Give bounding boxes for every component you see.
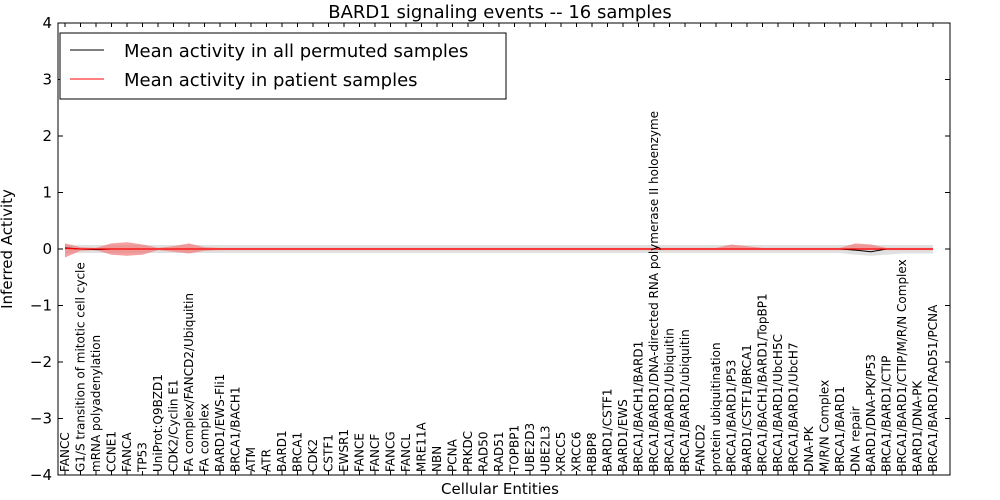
x-tick-label: CSTF1 xyxy=(322,434,336,472)
x-tick-label: RAD51 xyxy=(492,431,506,472)
x-tick-label: BRCA1/BARD1/UbcH7 xyxy=(787,342,801,472)
x-tick-label: FA complex/FANCD2/Ubiquitin xyxy=(182,293,196,472)
x-tick-label: PCNA xyxy=(446,438,460,472)
legend-label-patient: Mean activity in patient samples xyxy=(124,70,418,91)
x-axis-title: Cellular Entities xyxy=(441,480,559,498)
x-tick-label: BRCA1/BARD1/CTIP xyxy=(880,356,894,472)
x-tick-label: PRKDC xyxy=(461,431,475,472)
x-tick-label: G1/S transition of mitotic cell cycle xyxy=(74,262,88,472)
x-tick-label: TOPBP1 xyxy=(508,425,522,473)
y-tick-label: −4 xyxy=(30,466,52,484)
band-patient xyxy=(65,242,933,258)
x-tick-label: BRCA1/BARD1/CTIP/M/R/N Complex xyxy=(895,259,909,472)
x-tick-label: ATR xyxy=(260,449,274,472)
x-tick-label: M/R/N Complex xyxy=(818,380,832,472)
legend-box xyxy=(59,32,507,100)
x-tick-label: mRNA polyadenylation xyxy=(89,335,103,472)
x-tick-label: UBE2D3 xyxy=(523,423,537,472)
x-tick-label: RBBP8 xyxy=(585,432,599,472)
x-tick-label: FANCG xyxy=(384,431,398,472)
x-tick-label: BRCA1/BARD1 xyxy=(833,386,847,472)
x-tick-label: UBE2L3 xyxy=(539,425,553,472)
y-axis-title: Inferred Activity xyxy=(0,189,16,309)
x-tick-label: BARD1/CSTF1 xyxy=(601,388,615,472)
x-tick-label: BRCA1/BARD1/UbcH5C xyxy=(771,334,785,472)
x-axis xyxy=(64,23,934,475)
y-tick-label: −3 xyxy=(30,410,52,428)
y-tick-label: 2 xyxy=(42,127,52,145)
x-tick-label: BRCA1 xyxy=(291,432,305,472)
y-tick-label: 3 xyxy=(42,71,52,89)
confidence-bands xyxy=(65,242,933,258)
y-tick-label: −1 xyxy=(30,297,52,315)
x-tick-label: BRCA1/BARD1/RAD51/PCNA xyxy=(926,304,940,472)
legend-label-permuted: Mean activity in all permuted samples xyxy=(124,41,468,62)
x-tick-label: BARD1/EWS-Fli1 xyxy=(213,374,227,472)
y-tick-label: 1 xyxy=(42,184,52,202)
x-tick-label: ATM xyxy=(244,447,258,472)
x-tick-label: CDK2 xyxy=(306,439,320,472)
y-tick-label: 4 xyxy=(42,14,52,32)
x-tick-label: EWSR1 xyxy=(337,429,351,472)
x-tick-label: BRCA1/BARD1/ubiquitin xyxy=(678,329,692,472)
legend: Mean activity in all permuted samples Me… xyxy=(59,32,507,100)
series-line-patient xyxy=(64,247,933,250)
x-tick-label: FANCC xyxy=(58,432,72,472)
y-tick-label: 0 xyxy=(42,240,52,258)
x-tick-label: XRCC6 xyxy=(570,432,584,472)
x-tick-label: TP53 xyxy=(136,442,150,473)
x-tick-label: DNA repair xyxy=(849,406,863,472)
x-tick-label: BARD1/DNA-PK/P53 xyxy=(864,354,878,472)
series-lines xyxy=(64,247,933,253)
x-tick-label: BRCA1/BACH1/BARD1 xyxy=(632,341,646,472)
x-tick-label: FANCE xyxy=(353,433,367,472)
y-tick-label: −2 xyxy=(30,353,52,371)
x-tick-label: XRCC5 xyxy=(554,432,568,472)
x-tick-label: BRCA1/BARD1/DNA-directed RNA polymerase … xyxy=(647,111,661,472)
y-axis: −4 −3 −2 −1 0 1 2 3 4 xyxy=(30,14,950,484)
x-tick-label: FANCF xyxy=(368,434,382,472)
x-tick-label: RAD50 xyxy=(477,431,491,472)
x-tick-labels: FANCC G1/S transition of mitotic cell cyc… xyxy=(58,111,940,473)
x-tick-label: CDK2/Cyclin E1 xyxy=(167,379,181,472)
x-tick-label: FANCD2 xyxy=(694,424,708,472)
x-tick-label: BRCA1/BARD1/P53 xyxy=(725,360,739,472)
x-tick-label: BARD1/EWS xyxy=(616,399,630,472)
x-tick-label: NBN xyxy=(430,446,444,472)
x-tick-label: BARD1 xyxy=(275,430,289,472)
x-tick-label: FANCA xyxy=(120,432,134,472)
x-tick-label: BARD1/DNA-PK xyxy=(911,380,925,472)
x-tick-label: FA complex xyxy=(198,403,212,472)
x-tick-label: CCNE1 xyxy=(105,431,119,472)
x-tick-label: DNA-PK xyxy=(802,425,816,472)
x-tick-label: protein ubiquitination xyxy=(709,342,723,472)
x-tick-label: BRCA1/BARD1/Ubiquitin xyxy=(663,328,677,472)
x-tick-label: BARD1/CSTF1/BRCA1 xyxy=(740,344,754,472)
x-tick-label: BRCA1/BACH1 xyxy=(229,386,243,472)
band-permuted xyxy=(65,244,933,256)
x-tick-label: MRE11A xyxy=(415,421,429,472)
x-tick-label: BRCA1/BACH1/BARD1/TopBP1 xyxy=(756,293,770,472)
chart-title: BARD1 signaling events -- 16 samples xyxy=(328,2,672,23)
x-tick-label: FANCL xyxy=(399,434,413,472)
x-tick-label: UniProt:Q9BZD1 xyxy=(151,374,165,472)
